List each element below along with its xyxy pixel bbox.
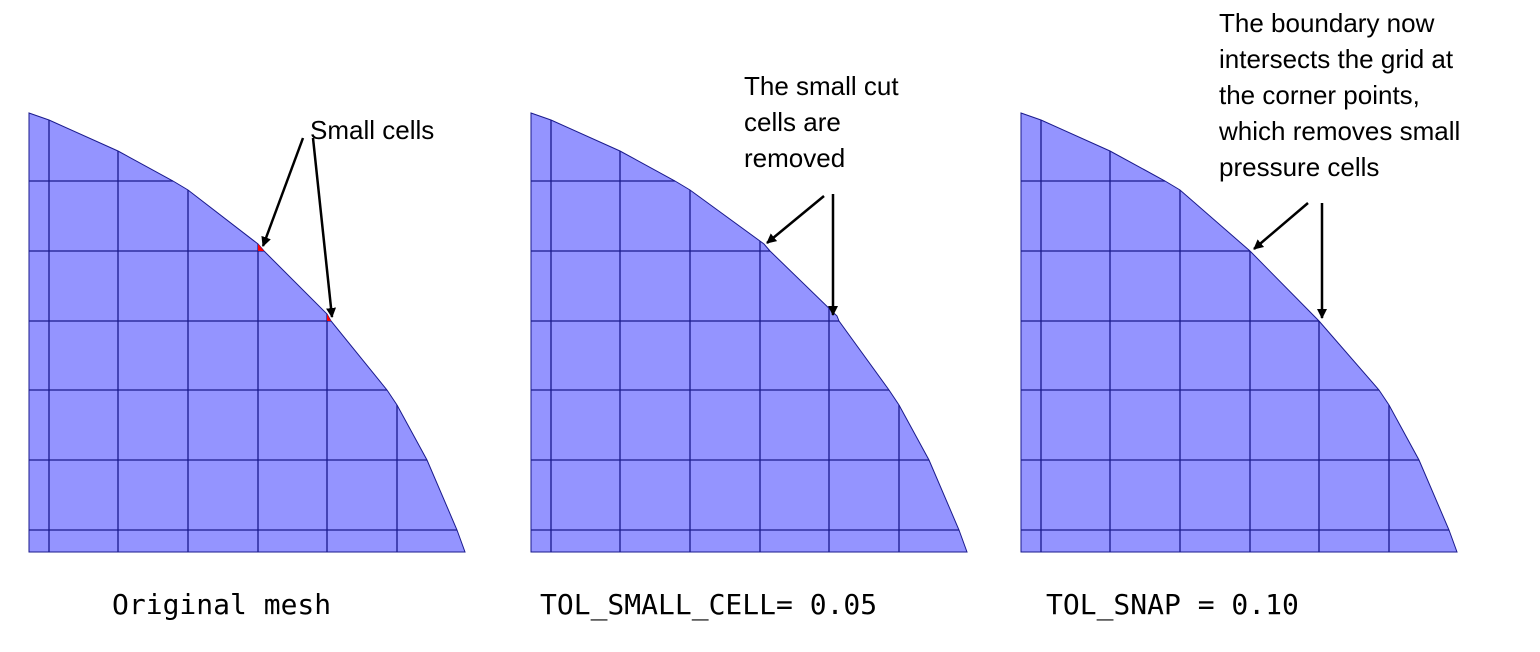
caption-tol-snap: TOL_SNAP = 0.10 bbox=[1046, 588, 1299, 621]
small-cell bbox=[258, 244, 264, 251]
panel-small-cell-removed bbox=[530, 112, 968, 553]
arrow bbox=[311, 137, 337, 318]
arrow bbox=[261, 137, 305, 247]
fluid-domain bbox=[1020, 112, 1458, 553]
caption-original-mesh: Original mesh bbox=[112, 588, 332, 621]
annotation-small-cells: Small cells bbox=[310, 115, 435, 145]
arrow bbox=[766, 195, 825, 244]
fluid-domain bbox=[530, 112, 968, 553]
arrow bbox=[1253, 202, 1309, 250]
fluid-domain bbox=[28, 112, 466, 553]
annotation-cells-removed: The small cut cells are removed bbox=[744, 71, 899, 173]
caption-tol-small-cell: TOL_SMALL_CELL= 0.05 bbox=[540, 588, 878, 621]
annotation-boundary-snap: The boundary now intersects the grid at … bbox=[1219, 8, 1461, 182]
panel-snapped bbox=[1020, 112, 1458, 553]
panel-original-mesh bbox=[28, 112, 466, 553]
